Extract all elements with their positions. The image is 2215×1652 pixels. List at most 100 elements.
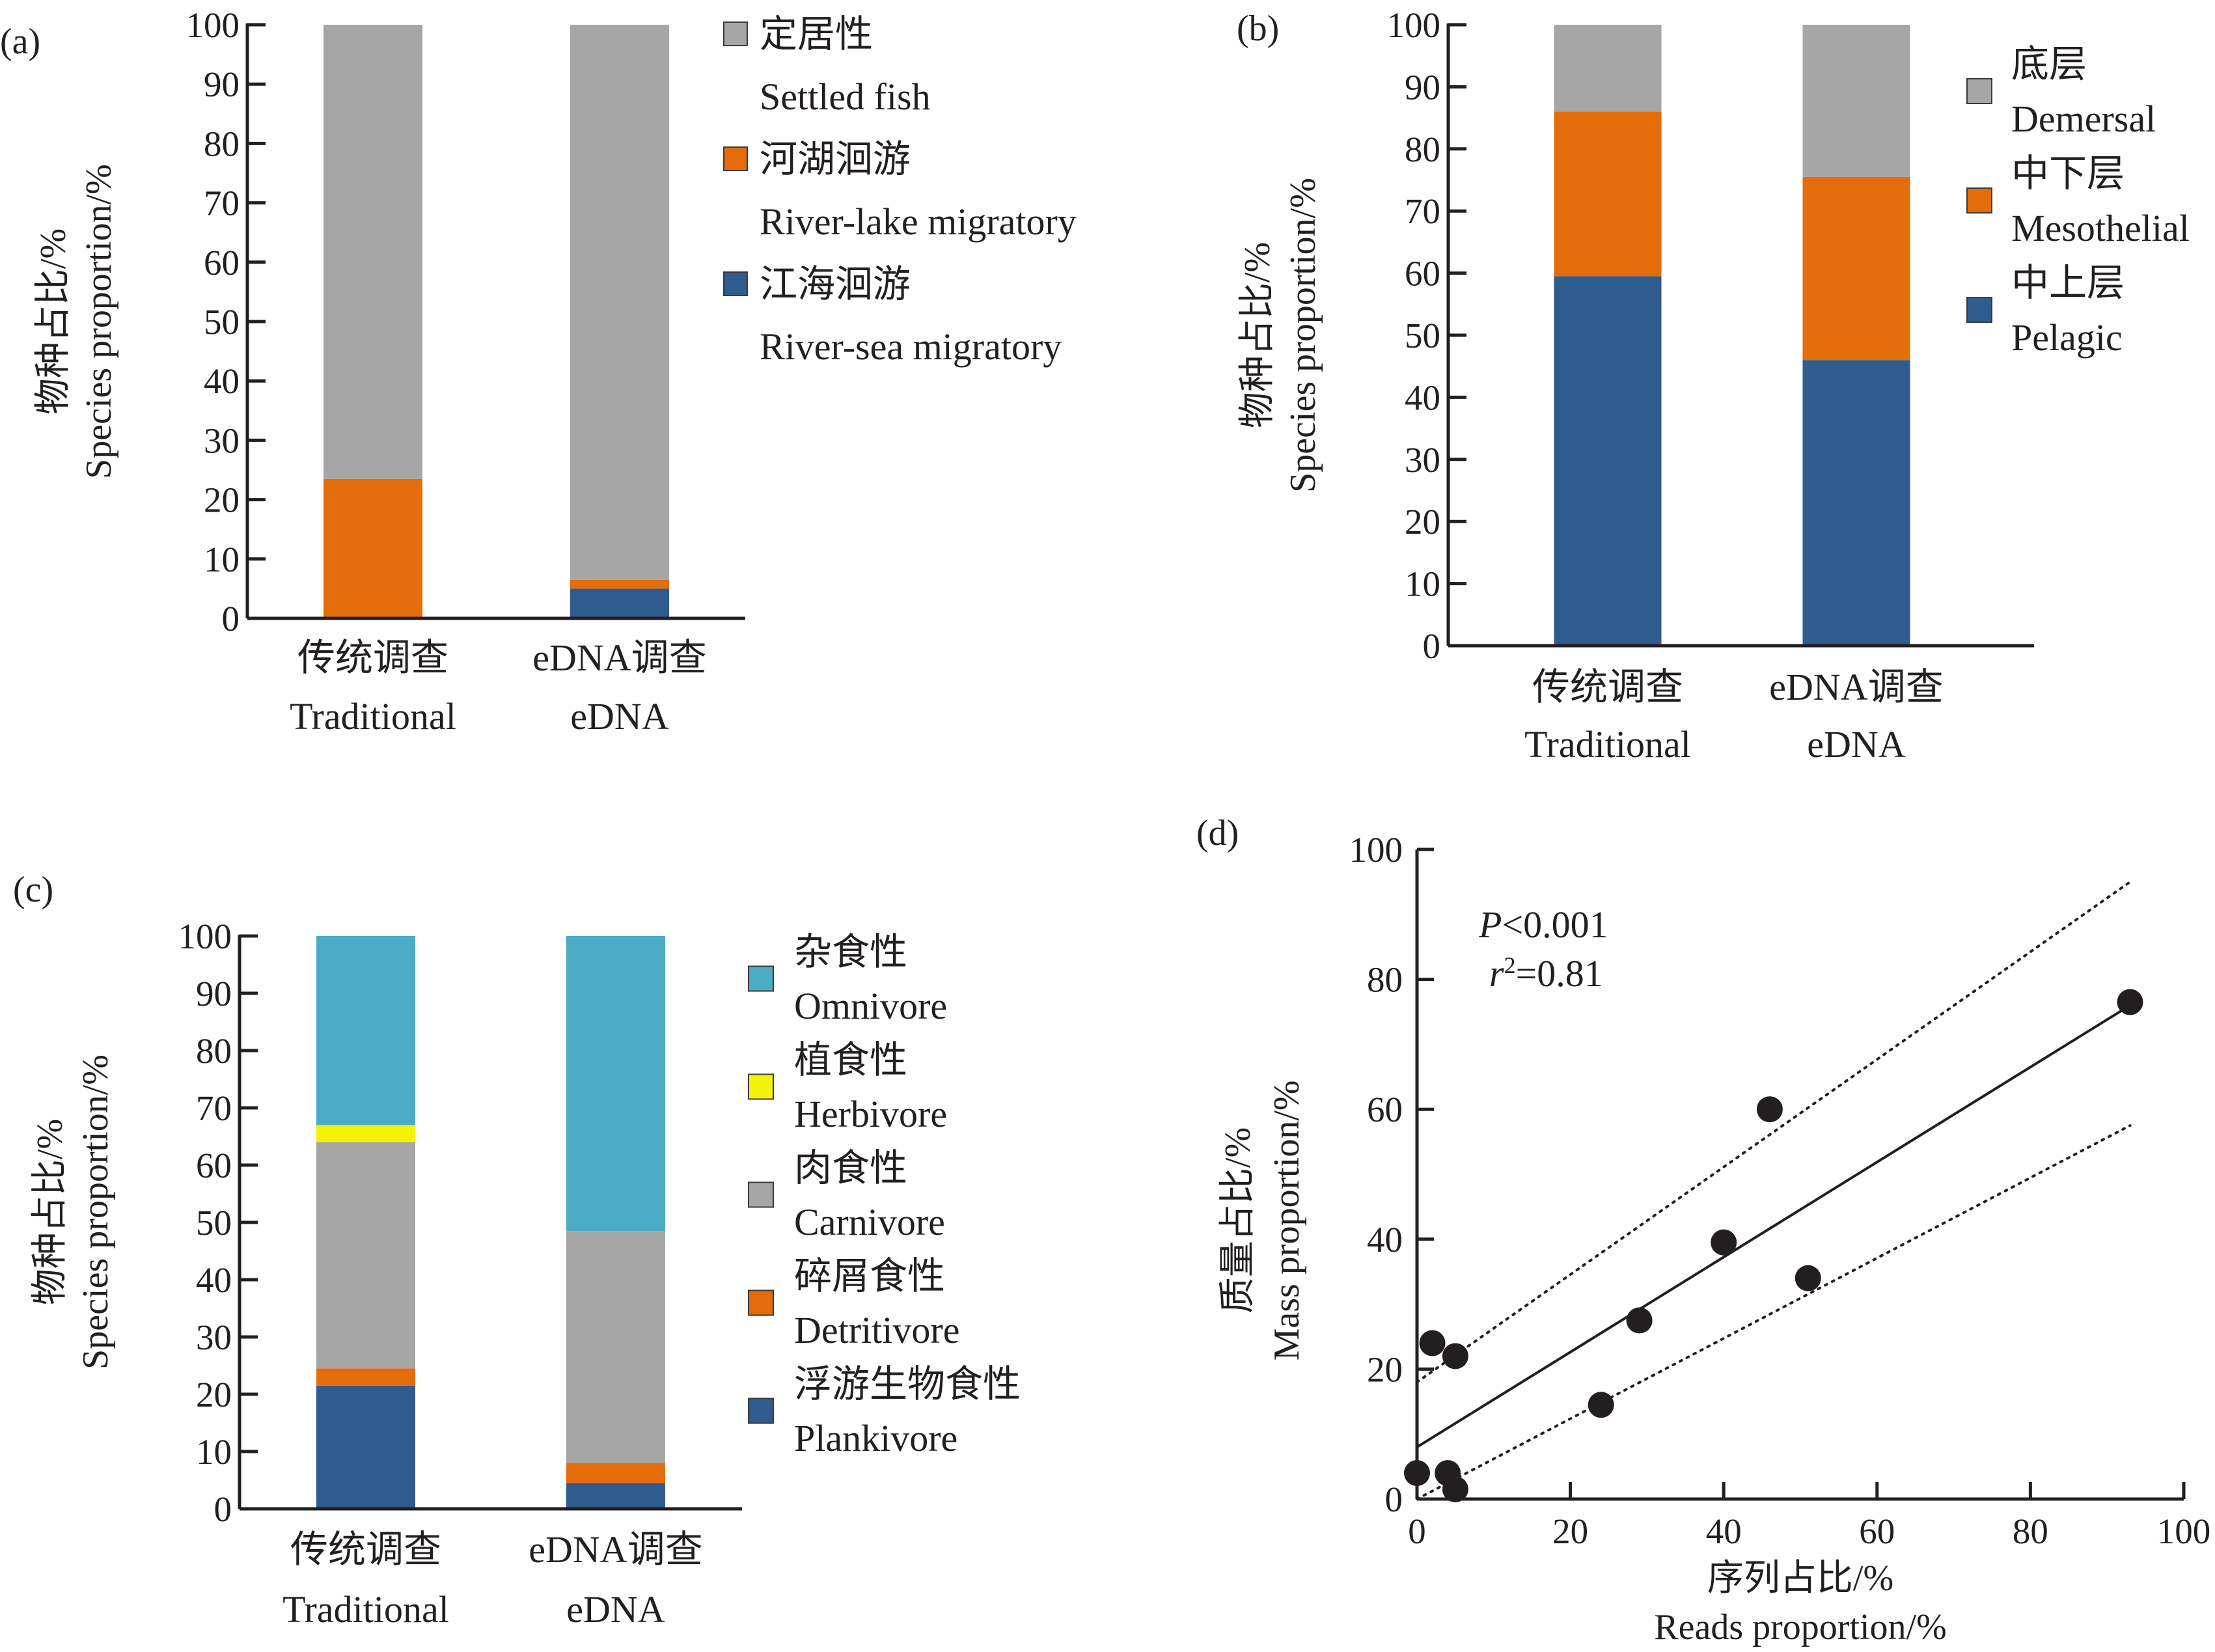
legend-swatch (723, 146, 748, 171)
legend-label-zh: 中上层 (2011, 262, 2125, 304)
r-squared-label: r2=0.81 (1489, 952, 1603, 995)
category-label-zh: 传统调查 (1532, 666, 1683, 708)
category-label-en: Traditional (290, 695, 456, 737)
category-label-en: eDNA (1807, 723, 1906, 765)
legend-label-zh: 杂食性 (794, 931, 907, 973)
y-tick-label: 80 (1367, 960, 1403, 1000)
x-axis-title-en: Reads proportion/% (1654, 1607, 1946, 1647)
y-axis-title-en: Species proportion/% (1283, 178, 1323, 493)
y-tick-label: 0 (1385, 1480, 1403, 1519)
legend-label-en: Herbivore (794, 1093, 947, 1135)
legend-swatch (723, 21, 748, 46)
legend-label-zh: 中下层 (2011, 152, 2125, 195)
bar-segment (570, 588, 669, 618)
y-tick-label: 10 (1405, 564, 1440, 604)
legend-label-en: Plankivore (794, 1417, 957, 1459)
y-tick-label: 20 (196, 1375, 232, 1414)
y-axis-title-zh: 物种占比/% (30, 1119, 70, 1305)
y-tick-label: 20 (1405, 502, 1440, 542)
bar-segment (1802, 25, 1910, 177)
data-point (2117, 989, 2143, 1015)
legend-label-en: Pelagic (2011, 316, 2123, 359)
y-tick-label: 100 (178, 916, 232, 956)
legend-swatch (748, 1397, 774, 1424)
bar-segment (316, 1368, 415, 1386)
category-label-en: eDNA (566, 1588, 665, 1631)
bar-segment (1554, 276, 1662, 646)
y-tick-label: 60 (204, 243, 240, 282)
y-tick-label: 0 (214, 1489, 232, 1529)
y-tick-label: 70 (196, 1088, 232, 1128)
panel-label: (a) (0, 21, 40, 62)
ci-upper-line (1416, 880, 2132, 1384)
legend-swatch (1966, 297, 1992, 323)
y-axis-title-zh: 质量占比/% (1218, 1127, 1258, 1314)
legend-label-en: Omnivore (794, 985, 947, 1027)
y-tick-label: 60 (1405, 254, 1440, 294)
category-label-en: Traditional (1524, 723, 1691, 765)
x-tick-label: 40 (1706, 1511, 1742, 1551)
data-point (1795, 1265, 1821, 1291)
y-axis-title-en: Mass proportion/% (1267, 1081, 1307, 1361)
bar-segment (316, 936, 415, 1125)
x-tick-label: 100 (2157, 1511, 2211, 1551)
y-tick-label: 60 (196, 1146, 232, 1185)
panel-d-scatter-plot: (d) 0 20 40 60 80 100 0 20 40 60 80 100 P<0.001 r2=0.8… (1196, 813, 2210, 1647)
legend-label-en: River-lake migratory (760, 200, 1077, 243)
bar-segment (1802, 360, 1910, 646)
bar-segment (323, 478, 422, 618)
legend-label-en: Mesothelial (2011, 207, 2190, 249)
data-point (1626, 1307, 1653, 1334)
y-tick-label: 50 (196, 1203, 232, 1243)
y-tick-label: 80 (1405, 130, 1440, 169)
y-tick-label: 50 (204, 302, 240, 342)
x-tick-label: 20 (1552, 1511, 1588, 1551)
y-tick-label: 100 (186, 5, 240, 45)
data-point (1442, 1343, 1468, 1370)
ci-lower-line (1416, 1124, 2132, 1500)
bar-segment (316, 1125, 415, 1142)
bar-segment (566, 1231, 665, 1463)
y-tick-label: 30 (196, 1317, 232, 1357)
panel-label: (d) (1196, 813, 1239, 853)
legend-label-zh: 植食性 (794, 1039, 907, 1081)
y-axis-title-zh: 物种占比/% (1237, 242, 1278, 428)
y-tick-label: 70 (204, 184, 240, 223)
category-label-zh: 传统调查 (290, 1528, 441, 1571)
legend-label-zh: 底层 (2011, 43, 2087, 85)
bar-segment (316, 1142, 415, 1369)
y-tick-label: 40 (1405, 378, 1440, 417)
y-tick-label: 80 (196, 1031, 232, 1071)
y-tick-label: 20 (1367, 1349, 1403, 1389)
bar-segment (323, 25, 422, 479)
legend-swatch (748, 1289, 774, 1316)
bar-segment (570, 579, 669, 589)
category-label-zh: eDNA调查 (1769, 666, 1943, 708)
legend-swatch (748, 1073, 774, 1100)
category-label-en: eDNA (570, 695, 669, 737)
legend-label-zh: 江海洄游 (760, 263, 911, 305)
y-tick-label: 0 (1423, 626, 1441, 666)
x-tick-label: 0 (1408, 1511, 1426, 1551)
bar-segment (316, 1385, 415, 1509)
y-tick-label: 30 (204, 420, 240, 460)
y-tick-label: 20 (204, 480, 240, 520)
legend-label-zh: 浮游生物食性 (794, 1363, 1021, 1405)
data-point (1419, 1330, 1446, 1356)
y-tick-label: 90 (196, 974, 232, 1013)
panel-label: (c) (13, 870, 53, 910)
y-axis-title-en: Species proportion/% (79, 164, 119, 479)
category-label-en: Traditional (282, 1588, 449, 1631)
y-axis-title-en: Species proportion/% (76, 1054, 116, 1370)
y-tick-label: 100 (1349, 830, 1403, 870)
legend-label-en: Carnivore (794, 1201, 945, 1243)
y-tick-label: 40 (204, 361, 240, 401)
x-tick-label: 80 (2013, 1511, 2048, 1551)
bar-segment (566, 1483, 665, 1509)
y-tick-label: 80 (204, 124, 240, 163)
bar-segment (1554, 111, 1662, 277)
y-tick-label: 40 (196, 1260, 232, 1300)
panel-a-bar-chart: (a) 0 10 20 30 40 50 60 70 80 90 100 传统调查 Traditional… (0, 5, 1077, 737)
bar-segment (1554, 25, 1662, 112)
